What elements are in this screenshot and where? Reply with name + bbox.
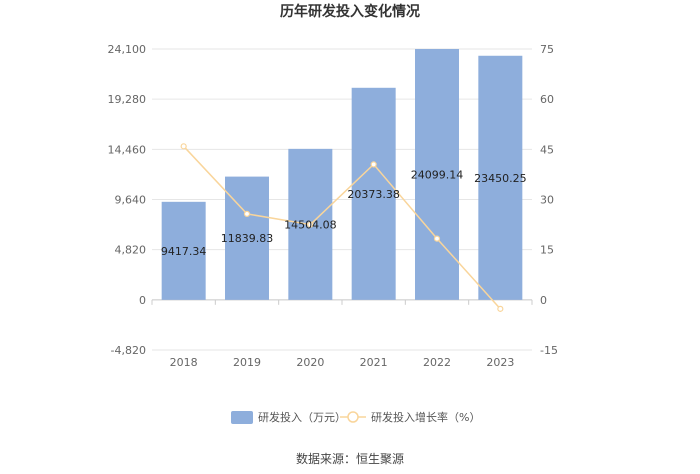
right-axis-ticks: -15 0 15 30 45 60 75 bbox=[540, 43, 558, 357]
x-tick-label: 2022 bbox=[423, 356, 451, 369]
legend-line-marker bbox=[347, 411, 359, 423]
left-tick-label: 24,100 bbox=[108, 43, 147, 56]
growth-line bbox=[183, 145, 501, 310]
left-tick-label: -4,820 bbox=[111, 344, 146, 357]
right-tick-label: 15 bbox=[540, 244, 554, 257]
chart-title: 历年研发投入变化情况 bbox=[280, 3, 420, 20]
data-source: 数据来源：恒生聚源 bbox=[296, 451, 404, 466]
x-tick-label: 2020 bbox=[296, 356, 324, 369]
growth-point bbox=[180, 143, 187, 150]
growth-point bbox=[243, 210, 251, 217]
right-tick-label: 45 bbox=[540, 143, 554, 156]
right-tick-label: 30 bbox=[540, 194, 554, 207]
bar bbox=[415, 49, 459, 300]
right-tick-label: 0 bbox=[540, 294, 547, 307]
right-tick-label: -15 bbox=[540, 344, 558, 357]
growth-point bbox=[497, 305, 504, 312]
right-tick-label: 60 bbox=[540, 93, 554, 106]
legend[interactable]: 研发投入（万元） 研发投入增长率（%） bbox=[231, 410, 480, 424]
left-tick-label: 4,820 bbox=[115, 244, 147, 257]
bar-series bbox=[161, 49, 523, 300]
x-tick-label: 2021 bbox=[360, 356, 388, 369]
x-tick-label: 2023 bbox=[486, 356, 514, 369]
left-tick-label: 14,460 bbox=[108, 143, 147, 156]
bar bbox=[351, 87, 396, 300]
grid-lines bbox=[151, 48, 533, 351]
bar-value-label: 23450.25 bbox=[474, 172, 527, 185]
bar-value-label: 20373.38 bbox=[347, 188, 400, 201]
left-axis-ticks: -4,820 0 4,820 9,640 14,460 19,280 24,100 bbox=[108, 43, 147, 357]
bar-value-label: 11839.83 bbox=[221, 232, 274, 245]
x-tick-label: 2018 bbox=[170, 356, 198, 369]
bar bbox=[478, 55, 523, 300]
left-tick-label: 0 bbox=[139, 294, 146, 307]
x-tick-label: 2019 bbox=[233, 356, 261, 369]
bar-value-label: 14504.08 bbox=[284, 218, 337, 231]
bar bbox=[161, 201, 206, 300]
growth-point bbox=[307, 221, 314, 228]
bar-value-label: 24099.14 bbox=[411, 168, 464, 181]
x-axis-ticks: 2018 2019 2020 2021 2022 2023 bbox=[170, 356, 515, 369]
bar-value-label: 9417.34 bbox=[161, 245, 207, 258]
right-tick-label: 75 bbox=[540, 43, 554, 56]
legend-line-label: 研发投入增长率（%） bbox=[371, 410, 480, 424]
left-tick-label: 19,280 bbox=[108, 93, 147, 106]
legend-bar-label: 研发投入（万元） bbox=[258, 410, 346, 424]
line-series bbox=[180, 143, 504, 312]
legend-bar-swatch bbox=[231, 411, 253, 424]
left-tick-label: 9,640 bbox=[115, 194, 147, 207]
data-labels: 9417.34 11839.83 14504.08 20373.38 24099.14 2… bbox=[161, 168, 527, 257]
growth-point bbox=[433, 235, 441, 242]
growth-point bbox=[370, 161, 377, 168]
